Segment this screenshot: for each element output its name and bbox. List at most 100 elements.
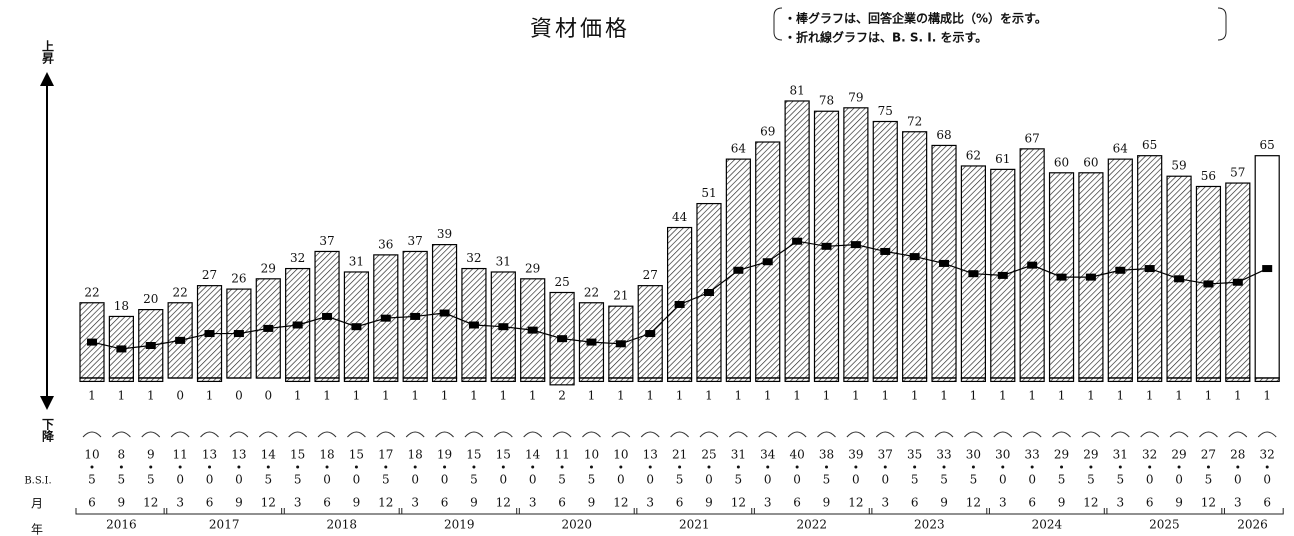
bsi-marker (116, 345, 127, 353)
arc (905, 431, 925, 438)
bar-label: 29 (261, 261, 276, 275)
arc (1169, 431, 1189, 438)
arc (317, 431, 337, 438)
bsi-label-dec: 0 (529, 473, 537, 487)
bsi-dot (531, 465, 535, 469)
down-label: 1 (881, 389, 889, 403)
month-tick-label: 12 (613, 496, 628, 510)
bsi-marker (1144, 265, 1155, 273)
bsi-label-int: 18 (408, 448, 423, 462)
bsi-dot (1236, 465, 1240, 469)
month-tick-label: 3 (529, 496, 537, 510)
month-tick-label: 9 (353, 496, 361, 510)
bsi-dot (90, 465, 94, 469)
down-label: 1 (529, 389, 537, 403)
bsi-marker (1115, 266, 1126, 274)
bsi-marker (880, 247, 891, 255)
bsi-label-int: 29 (1083, 448, 1098, 462)
bsi-label-int: 19 (437, 448, 452, 462)
month-tick-label: 6 (1028, 496, 1036, 510)
bsi-label-dec: 5 (1087, 473, 1095, 487)
arc (1081, 431, 1101, 438)
bsi-label-dec: 5 (911, 473, 919, 487)
month-tick-label: 3 (1234, 496, 1242, 510)
month-tick-label: 3 (999, 496, 1007, 510)
bsi-marker (586, 338, 597, 346)
month-tick-label: 12 (848, 496, 863, 510)
bar-label: 78 (819, 94, 834, 108)
bsi-label-dec: 0 (881, 473, 889, 487)
bar-label: 31 (349, 254, 364, 268)
bsi-dot (707, 465, 711, 469)
month-tick-label: 3 (411, 496, 419, 510)
bsi-marker (850, 241, 861, 249)
month-tick-label: 6 (1263, 496, 1271, 510)
down-label: 1 (676, 389, 684, 403)
bsi-label-int: 11 (554, 448, 569, 462)
bsi-marker (792, 237, 803, 245)
down-label: 1 (646, 389, 654, 403)
bsi-dot (178, 465, 182, 469)
month-tick-label: 3 (176, 496, 184, 510)
down-label: 1 (1205, 389, 1213, 403)
year-bracket (163, 508, 285, 515)
note-bracket (773, 7, 783, 41)
arc (552, 431, 572, 438)
bsi-label-int: 8 (118, 448, 126, 462)
bsi-label-int: 13 (231, 448, 246, 462)
bsi-dot (1148, 465, 1152, 469)
arc (670, 431, 689, 438)
arc (1110, 431, 1130, 438)
year-tick-label: 2019 (444, 518, 475, 532)
down-label: 1 (617, 389, 625, 403)
bsi-label-int: 37 (878, 448, 893, 462)
bsi-dot (472, 465, 476, 469)
down-label: 1 (294, 389, 302, 403)
bsi-dot (1177, 465, 1181, 469)
year-bracket (1103, 508, 1225, 515)
bsi-label-dec: 5 (588, 473, 596, 487)
bar-label: 56 (1201, 169, 1216, 183)
year-label: 年 (31, 523, 43, 536)
bsi-marker (1262, 265, 1273, 273)
arc (1228, 431, 1248, 438)
bsi-marker (557, 335, 568, 343)
bsi-marker (615, 340, 626, 348)
month-tick-label: 6 (676, 496, 684, 510)
bar-label: 31 (496, 254, 511, 268)
year-bracket (75, 508, 168, 515)
bsi-marker (292, 321, 303, 329)
bsi-marker (351, 323, 362, 331)
arc (817, 431, 836, 438)
arc (1257, 431, 1277, 438)
arc (258, 431, 278, 438)
bsi-label-int: 13 (643, 448, 658, 462)
bsi-dot (296, 465, 300, 469)
down-label: 1 (970, 389, 978, 403)
bsi-marker (1056, 273, 1067, 281)
bar-label: 22 (84, 285, 99, 299)
bar-label: 37 (408, 234, 423, 248)
down-label: 1 (470, 389, 478, 403)
bsi-label-int: 15 (290, 448, 305, 462)
bar-label: 27 (643, 268, 658, 282)
bsi-dot (384, 465, 388, 469)
bsi-dot (678, 465, 682, 469)
bar-down (549, 377, 575, 386)
bsi-marker (997, 271, 1008, 279)
arc (464, 431, 484, 438)
bsi-label-dec: 0 (852, 473, 860, 487)
year-tick-label: 2017 (209, 518, 240, 532)
year-bracket (751, 508, 873, 515)
bsi-label-int: 30 (995, 448, 1010, 462)
down-label: 1 (999, 389, 1007, 403)
bsi-dot (1206, 465, 1210, 469)
month-tick-label: 12 (378, 496, 393, 510)
bar-label: 81 (789, 83, 804, 97)
bsi-marker (939, 259, 950, 267)
arc (582, 431, 601, 438)
bsi-dot (1089, 465, 1093, 469)
arc (1022, 431, 1042, 438)
bsi-label-int: 11 (172, 448, 187, 462)
bsi-label-dec: 5 (294, 473, 302, 487)
